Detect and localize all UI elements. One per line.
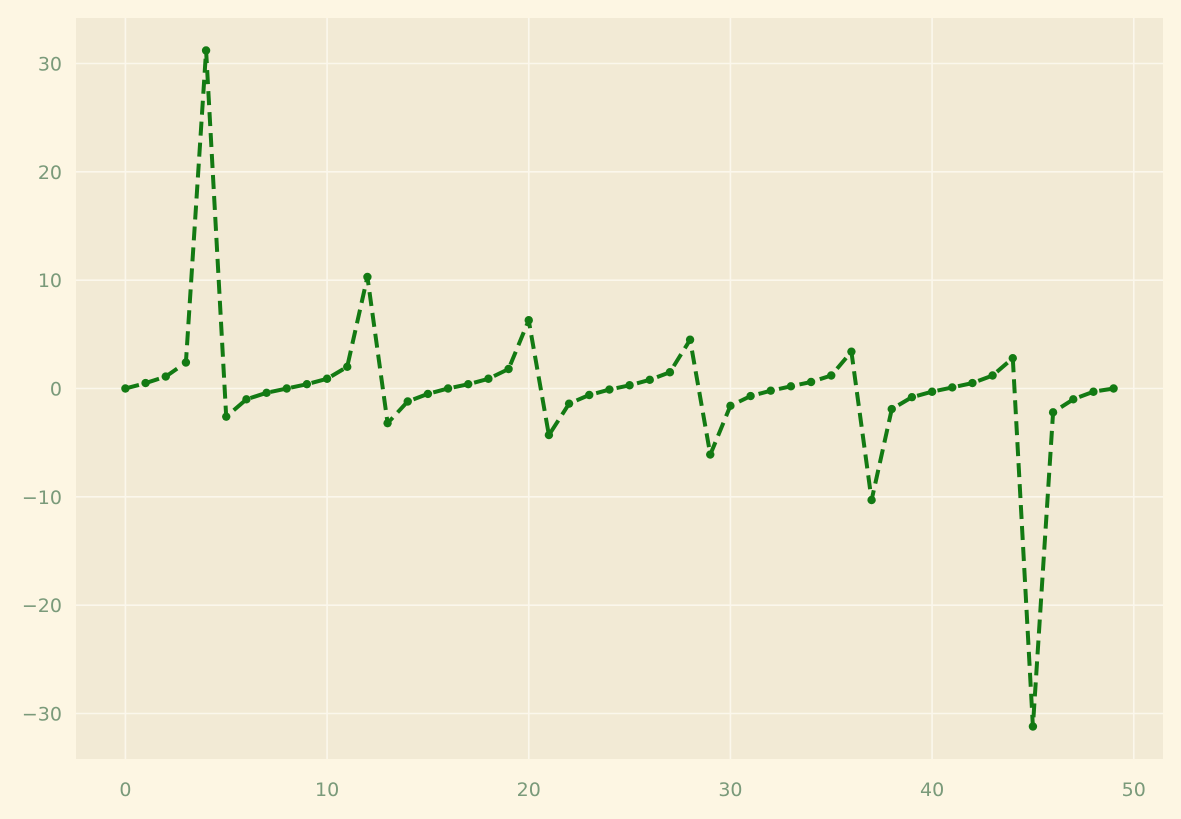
data-point [1048, 408, 1058, 417]
data-point [948, 383, 957, 392]
data-point [524, 316, 533, 325]
data-point [827, 371, 836, 380]
data-point [867, 495, 876, 505]
data-point [242, 395, 251, 404]
y-tick-label: 20 [38, 162, 62, 184]
data-point [968, 378, 977, 388]
x-tick-label: 30 [718, 779, 742, 801]
data-point [322, 374, 332, 383]
data-point [988, 371, 997, 380]
data-point [746, 391, 755, 401]
data-point [201, 46, 211, 55]
data-point [161, 372, 170, 381]
data-point [564, 399, 574, 408]
y-tick-label: 30 [38, 54, 62, 76]
data-point [141, 378, 150, 388]
y-tick-label: 0 [50, 379, 62, 401]
series-layer [121, 46, 1118, 731]
data-point [222, 412, 231, 421]
data-point [544, 430, 554, 440]
data-point [504, 364, 513, 374]
data-point [907, 392, 917, 402]
data-point [806, 377, 816, 387]
data-point [383, 418, 392, 428]
data-point [484, 374, 493, 383]
data-point [403, 397, 412, 406]
data-point [766, 386, 775, 395]
grid [76, 18, 1163, 759]
data-point [423, 389, 433, 399]
y-tick-label: 10 [38, 270, 62, 292]
y-tick-label: −30 [22, 704, 62, 726]
data-point [1028, 722, 1038, 731]
data-point [706, 450, 715, 459]
data-point [1109, 384, 1118, 393]
data-point [726, 401, 735, 411]
data-point [443, 384, 453, 393]
data-point [786, 382, 796, 391]
x-tick-label: 50 [1122, 779, 1146, 801]
data-point [464, 379, 473, 389]
y-tick-label: −20 [22, 595, 62, 617]
data-point [302, 379, 312, 389]
data-point [262, 388, 271, 398]
data-point [181, 358, 191, 367]
x-tick-label: 40 [920, 779, 944, 801]
data-point [665, 368, 675, 377]
x-tick-label: 20 [517, 779, 541, 801]
data-point [645, 375, 654, 385]
data-point [363, 272, 372, 282]
data-point [685, 335, 695, 344]
data-point [282, 384, 291, 393]
data-point [1069, 395, 1078, 404]
data-point [121, 384, 130, 393]
data-point [605, 385, 614, 394]
data-point [625, 381, 634, 390]
data-point [343, 362, 352, 372]
x-tick-label: 10 [315, 779, 339, 801]
data-point [927, 387, 937, 396]
data-point [887, 404, 896, 414]
y-axis: −30 −20 −10 0 10 20 30 [22, 54, 62, 726]
y-tick-label: −10 [22, 487, 62, 509]
data-point [1008, 353, 1017, 363]
x-tick-label: 0 [119, 779, 131, 801]
data-point [847, 347, 856, 356]
data-point [1089, 387, 1098, 396]
x-axis: 0 10 20 30 40 50 [119, 779, 1145, 801]
data-point [585, 390, 594, 400]
